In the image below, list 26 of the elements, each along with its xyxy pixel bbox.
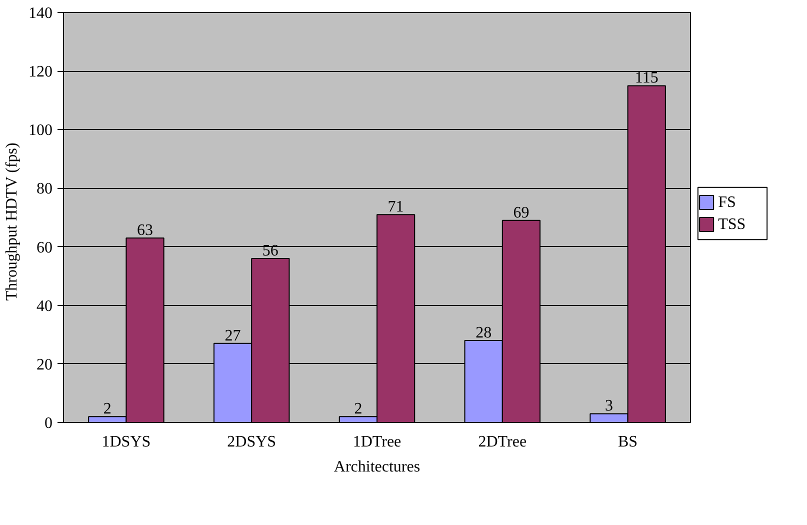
x-tick-label: BS — [618, 434, 638, 450]
x-tick-label: 2DTree — [478, 434, 527, 450]
legend-label: TSS — [718, 216, 746, 234]
data-label: 115 — [634, 70, 658, 87]
legend-label: FS — [718, 194, 736, 211]
data-label: 2 — [354, 400, 362, 418]
y-tick-label: 100 — [28, 122, 52, 140]
y-tick-label: 80 — [36, 180, 52, 198]
data-label: 28 — [476, 324, 492, 342]
data-label: 3 — [604, 398, 613, 415]
data-label: 63 — [137, 222, 154, 239]
y-tick-label: 120 — [28, 64, 52, 81]
x-axis-title: Architectures — [334, 458, 420, 476]
y-tick-label: 0 — [44, 415, 52, 432]
x-tick-label: 2DSYS — [227, 434, 276, 450]
y-axis-title: Throughput HDTV (fps) — [4, 142, 20, 301]
y-tick-label: 140 — [28, 5, 52, 22]
y-tick-label: 20 — [36, 356, 52, 374]
data-label: 2 — [103, 400, 112, 418]
data-label: 69 — [513, 204, 530, 222]
data-label: 27 — [224, 327, 241, 344]
y-tick-label: 60 — [36, 239, 52, 256]
data-label: 71 — [388, 198, 404, 216]
y-tick-label: 40 — [36, 298, 52, 315]
x-tick-label: 1DTree — [352, 434, 402, 450]
x-tick-label: 1DSYS — [102, 434, 151, 450]
